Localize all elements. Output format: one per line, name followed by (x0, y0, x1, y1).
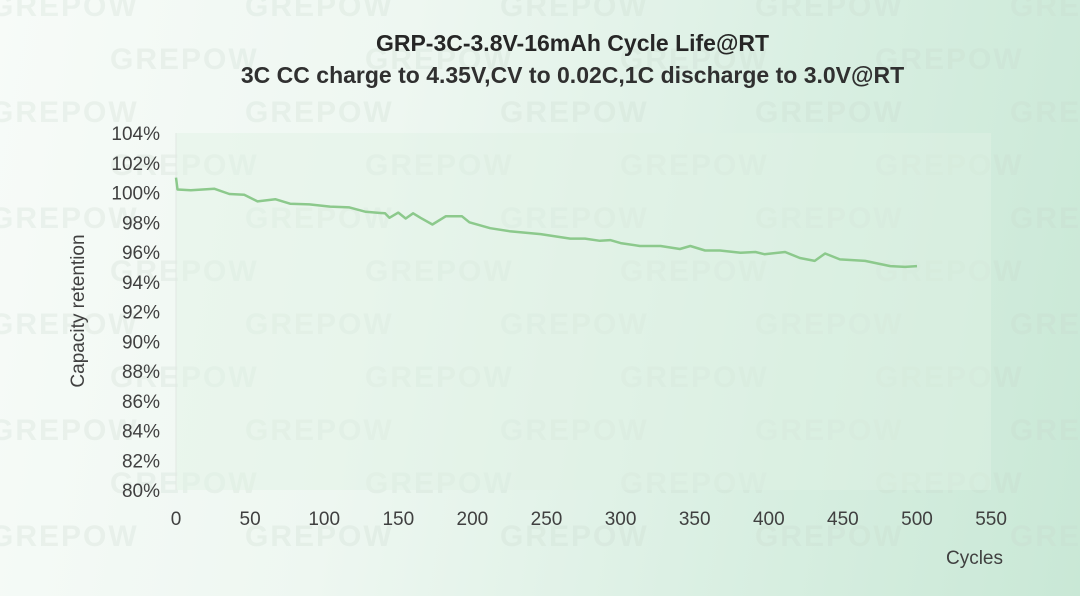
y-tick-label: 94% (122, 273, 160, 294)
y-tick-label: 102% (111, 154, 160, 175)
y-tick-label: 90% (122, 332, 160, 353)
watermark-text: GREPOW (0, 414, 139, 447)
plot-area (176, 133, 991, 490)
watermark-text: GREPOW (245, 0, 394, 23)
watermark-text: GREPOW (365, 361, 514, 395)
chart-subtitle: 3C CC charge to 4.35V,CV to 0.02C,1C dis… (240, 62, 905, 88)
watermark-text: GREPOW (0, 0, 139, 23)
watermark-text: GREPOW (875, 255, 1024, 289)
watermark-text: GREPOW (1010, 414, 1080, 447)
watermark-text: GREPOW (500, 308, 649, 342)
y-tick-label: 96% (122, 243, 160, 264)
watermark-text: GREPOW (755, 308, 904, 342)
watermark-text: GREPOW (110, 361, 259, 395)
watermark-text: GREPOW (110, 467, 259, 501)
watermark-text: GREPOW (365, 255, 514, 289)
watermark-text: GREPOW (0, 96, 139, 129)
watermark-text: GREPOW (875, 467, 1024, 501)
watermark-text: GREPOW (0, 520, 139, 553)
watermark-text: GREPOW (110, 43, 259, 76)
series-line (174, 177, 918, 269)
x-tick-label: 350 (679, 509, 711, 530)
watermark-text: GREPOW (500, 202, 649, 236)
watermark-text: GREPOW (620, 467, 769, 501)
watermark-text: GREPOW (365, 149, 514, 183)
watermark-text: GREPOW (245, 308, 394, 342)
x-tick-label: 450 (827, 509, 859, 530)
watermark-text: GREPOW (755, 96, 904, 129)
x-tick-label: 0 (171, 509, 182, 530)
watermark-text: GREPOW (875, 43, 1024, 76)
watermark-text: GREPOW (1010, 96, 1080, 129)
y-tick-label: 84% (122, 422, 160, 443)
watermark-text: GREPOW (1010, 202, 1080, 235)
watermark-text: GREPOW (1010, 308, 1080, 341)
watermark-text: GREPOW (875, 361, 1024, 395)
y-axis-label: Capacity retention (68, 234, 89, 387)
watermark-text: GREPOW (500, 414, 649, 448)
x-tick-label: 150 (382, 509, 414, 530)
x-tick-label: 400 (753, 509, 785, 530)
watermark-text: GREPOW (110, 255, 259, 289)
y-tick-label: 82% (122, 451, 160, 472)
watermark-text: GREPOW (755, 202, 904, 236)
watermark-text: GREPOW (0, 308, 139, 341)
chart-title: GRP-3C-3.8V-16mAh Cycle Life@RT (375, 30, 770, 56)
watermark-text: GREPOW (1010, 520, 1080, 553)
y-tick-label: 100% (111, 184, 160, 205)
watermark-text: GREPOW (245, 202, 394, 236)
watermark-text: GREPOW (875, 149, 1024, 183)
x-tick-label: 500 (901, 509, 933, 530)
watermark-text: GREPOW (620, 361, 769, 395)
watermark-text: GREPOW (500, 96, 649, 129)
x-tick-label: 550 (975, 509, 1007, 530)
watermark-text: GREPOW (0, 202, 139, 235)
watermark-text: GREPOW (500, 0, 649, 23)
watermark-text: GREPOW (620, 43, 769, 76)
y-tick-label: 92% (122, 303, 160, 324)
x-tick-label: 200 (457, 509, 489, 530)
watermark-text: GREPOW (500, 520, 649, 553)
watermark-text: GREPOW (365, 467, 514, 501)
watermark-text: GREPOW (245, 520, 394, 553)
y-tick-label: 86% (122, 392, 160, 413)
watermark-text: GREPOW (755, 520, 904, 553)
watermark-text: GREPOW (620, 255, 769, 289)
y-tick-label: 88% (122, 362, 160, 383)
watermark-text: GREPOW (620, 149, 769, 183)
x-axis-label: Cycles (946, 548, 1003, 569)
watermark-text: GREPOW (755, 0, 904, 23)
watermark-text: GREPOW (1010, 0, 1080, 23)
y-tick-label: 98% (122, 213, 160, 234)
x-tick-label: 250 (531, 509, 563, 530)
y-tick-label: 104% (111, 124, 160, 145)
watermark-text: GREPOW (245, 96, 394, 129)
watermark-text: GREPOW (755, 414, 904, 448)
watermark-text: GREPOW (110, 149, 259, 183)
x-tick-label: 300 (605, 509, 637, 530)
watermark-text: GREPOW (245, 414, 394, 448)
y-tick-label: 80% (122, 481, 160, 502)
x-tick-label: 100 (308, 509, 340, 530)
x-tick-label: 50 (240, 509, 261, 530)
watermark-text: GREPOW (365, 43, 514, 76)
